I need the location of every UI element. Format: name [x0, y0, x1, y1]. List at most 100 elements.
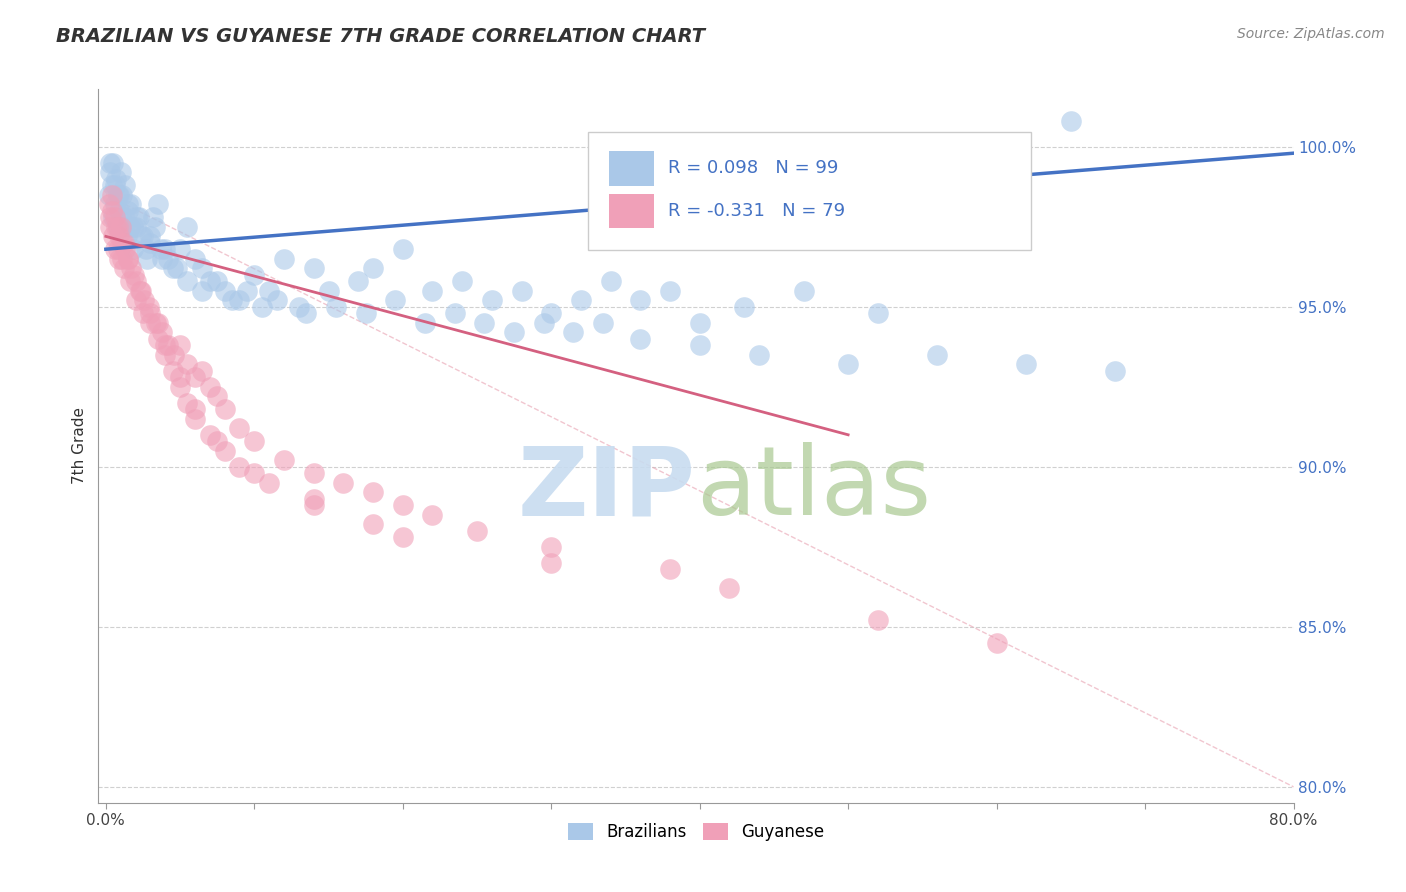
Point [474, 316, 496, 330]
Point [689, 316, 711, 330]
Point [243, 466, 266, 480]
Point [228, 293, 250, 308]
Point [98, 210, 121, 224]
Point [121, 219, 143, 234]
Point [111, 187, 134, 202]
FancyBboxPatch shape [589, 132, 1031, 250]
Point [145, 316, 167, 330]
Point [121, 242, 143, 256]
Point [104, 242, 127, 256]
Point [198, 274, 221, 288]
Point [112, 235, 135, 250]
Point [510, 284, 533, 298]
Point [118, 274, 141, 288]
Point [162, 261, 184, 276]
Point [105, 171, 128, 186]
Point [793, 284, 815, 298]
Point [131, 229, 153, 244]
Point [107, 242, 129, 256]
Point [112, 261, 135, 276]
Point [214, 443, 236, 458]
Point [332, 475, 354, 490]
Point [628, 332, 651, 346]
Point [124, 293, 146, 308]
Point [184, 402, 207, 417]
Point [103, 229, 125, 244]
Point [101, 203, 124, 218]
Point [443, 306, 465, 320]
Point [150, 252, 173, 266]
Point [503, 326, 526, 340]
Bar [609, 152, 654, 186]
Point [97, 187, 120, 202]
Point [243, 268, 266, 282]
Point [155, 338, 177, 352]
Point [138, 300, 160, 314]
Point [384, 293, 406, 308]
Point [103, 210, 125, 224]
Point [101, 178, 124, 193]
Point [562, 326, 585, 340]
Point [122, 268, 145, 282]
Point [748, 348, 770, 362]
Point [169, 242, 191, 256]
Point [110, 165, 132, 179]
Point [236, 284, 259, 298]
Point [176, 396, 198, 410]
Legend: Brazilians, Guyanese: Brazilians, Guyanese [561, 816, 831, 848]
Point [391, 498, 413, 512]
Point [533, 316, 555, 330]
Point [105, 219, 128, 234]
Point [354, 306, 377, 320]
Point [191, 364, 214, 378]
Point [176, 358, 198, 372]
Point [391, 242, 413, 256]
Point [98, 219, 121, 234]
Point [1104, 364, 1126, 378]
Point [257, 284, 280, 298]
Point [176, 274, 198, 288]
Point [120, 261, 142, 276]
Point [361, 261, 384, 276]
Y-axis label: 7th Grade: 7th Grade [72, 408, 87, 484]
Point [184, 252, 207, 266]
Point [302, 466, 325, 480]
Point [110, 210, 132, 224]
Point [107, 219, 129, 234]
Point [117, 197, 139, 211]
Point [295, 306, 318, 320]
Point [139, 229, 162, 244]
Point [302, 261, 325, 276]
Point [125, 210, 148, 224]
Point [184, 370, 207, 384]
Point [422, 284, 444, 298]
Point [107, 187, 129, 202]
Point [97, 197, 120, 211]
Point [115, 229, 138, 244]
Point [163, 348, 186, 362]
Point [139, 316, 162, 330]
Point [214, 402, 236, 417]
Point [391, 530, 413, 544]
Point [169, 338, 191, 352]
Text: BRAZILIAN VS GUYANESE 7TH GRADE CORRELATION CHART: BRAZILIAN VS GUYANESE 7TH GRADE CORRELAT… [56, 27, 706, 45]
Point [139, 306, 162, 320]
Point [169, 380, 191, 394]
Point [540, 306, 562, 320]
Text: ZIP: ZIP [517, 442, 696, 535]
Point [191, 284, 214, 298]
Point [927, 348, 949, 362]
Point [347, 274, 370, 288]
Point [135, 242, 157, 256]
Point [101, 187, 124, 202]
Point [1015, 358, 1038, 372]
Point [689, 338, 711, 352]
Point [413, 316, 436, 330]
Point [132, 306, 155, 320]
Point [131, 284, 153, 298]
Point [451, 274, 474, 288]
Point [108, 203, 131, 218]
Point [169, 370, 191, 384]
Point [117, 252, 139, 266]
Point [112, 210, 135, 224]
